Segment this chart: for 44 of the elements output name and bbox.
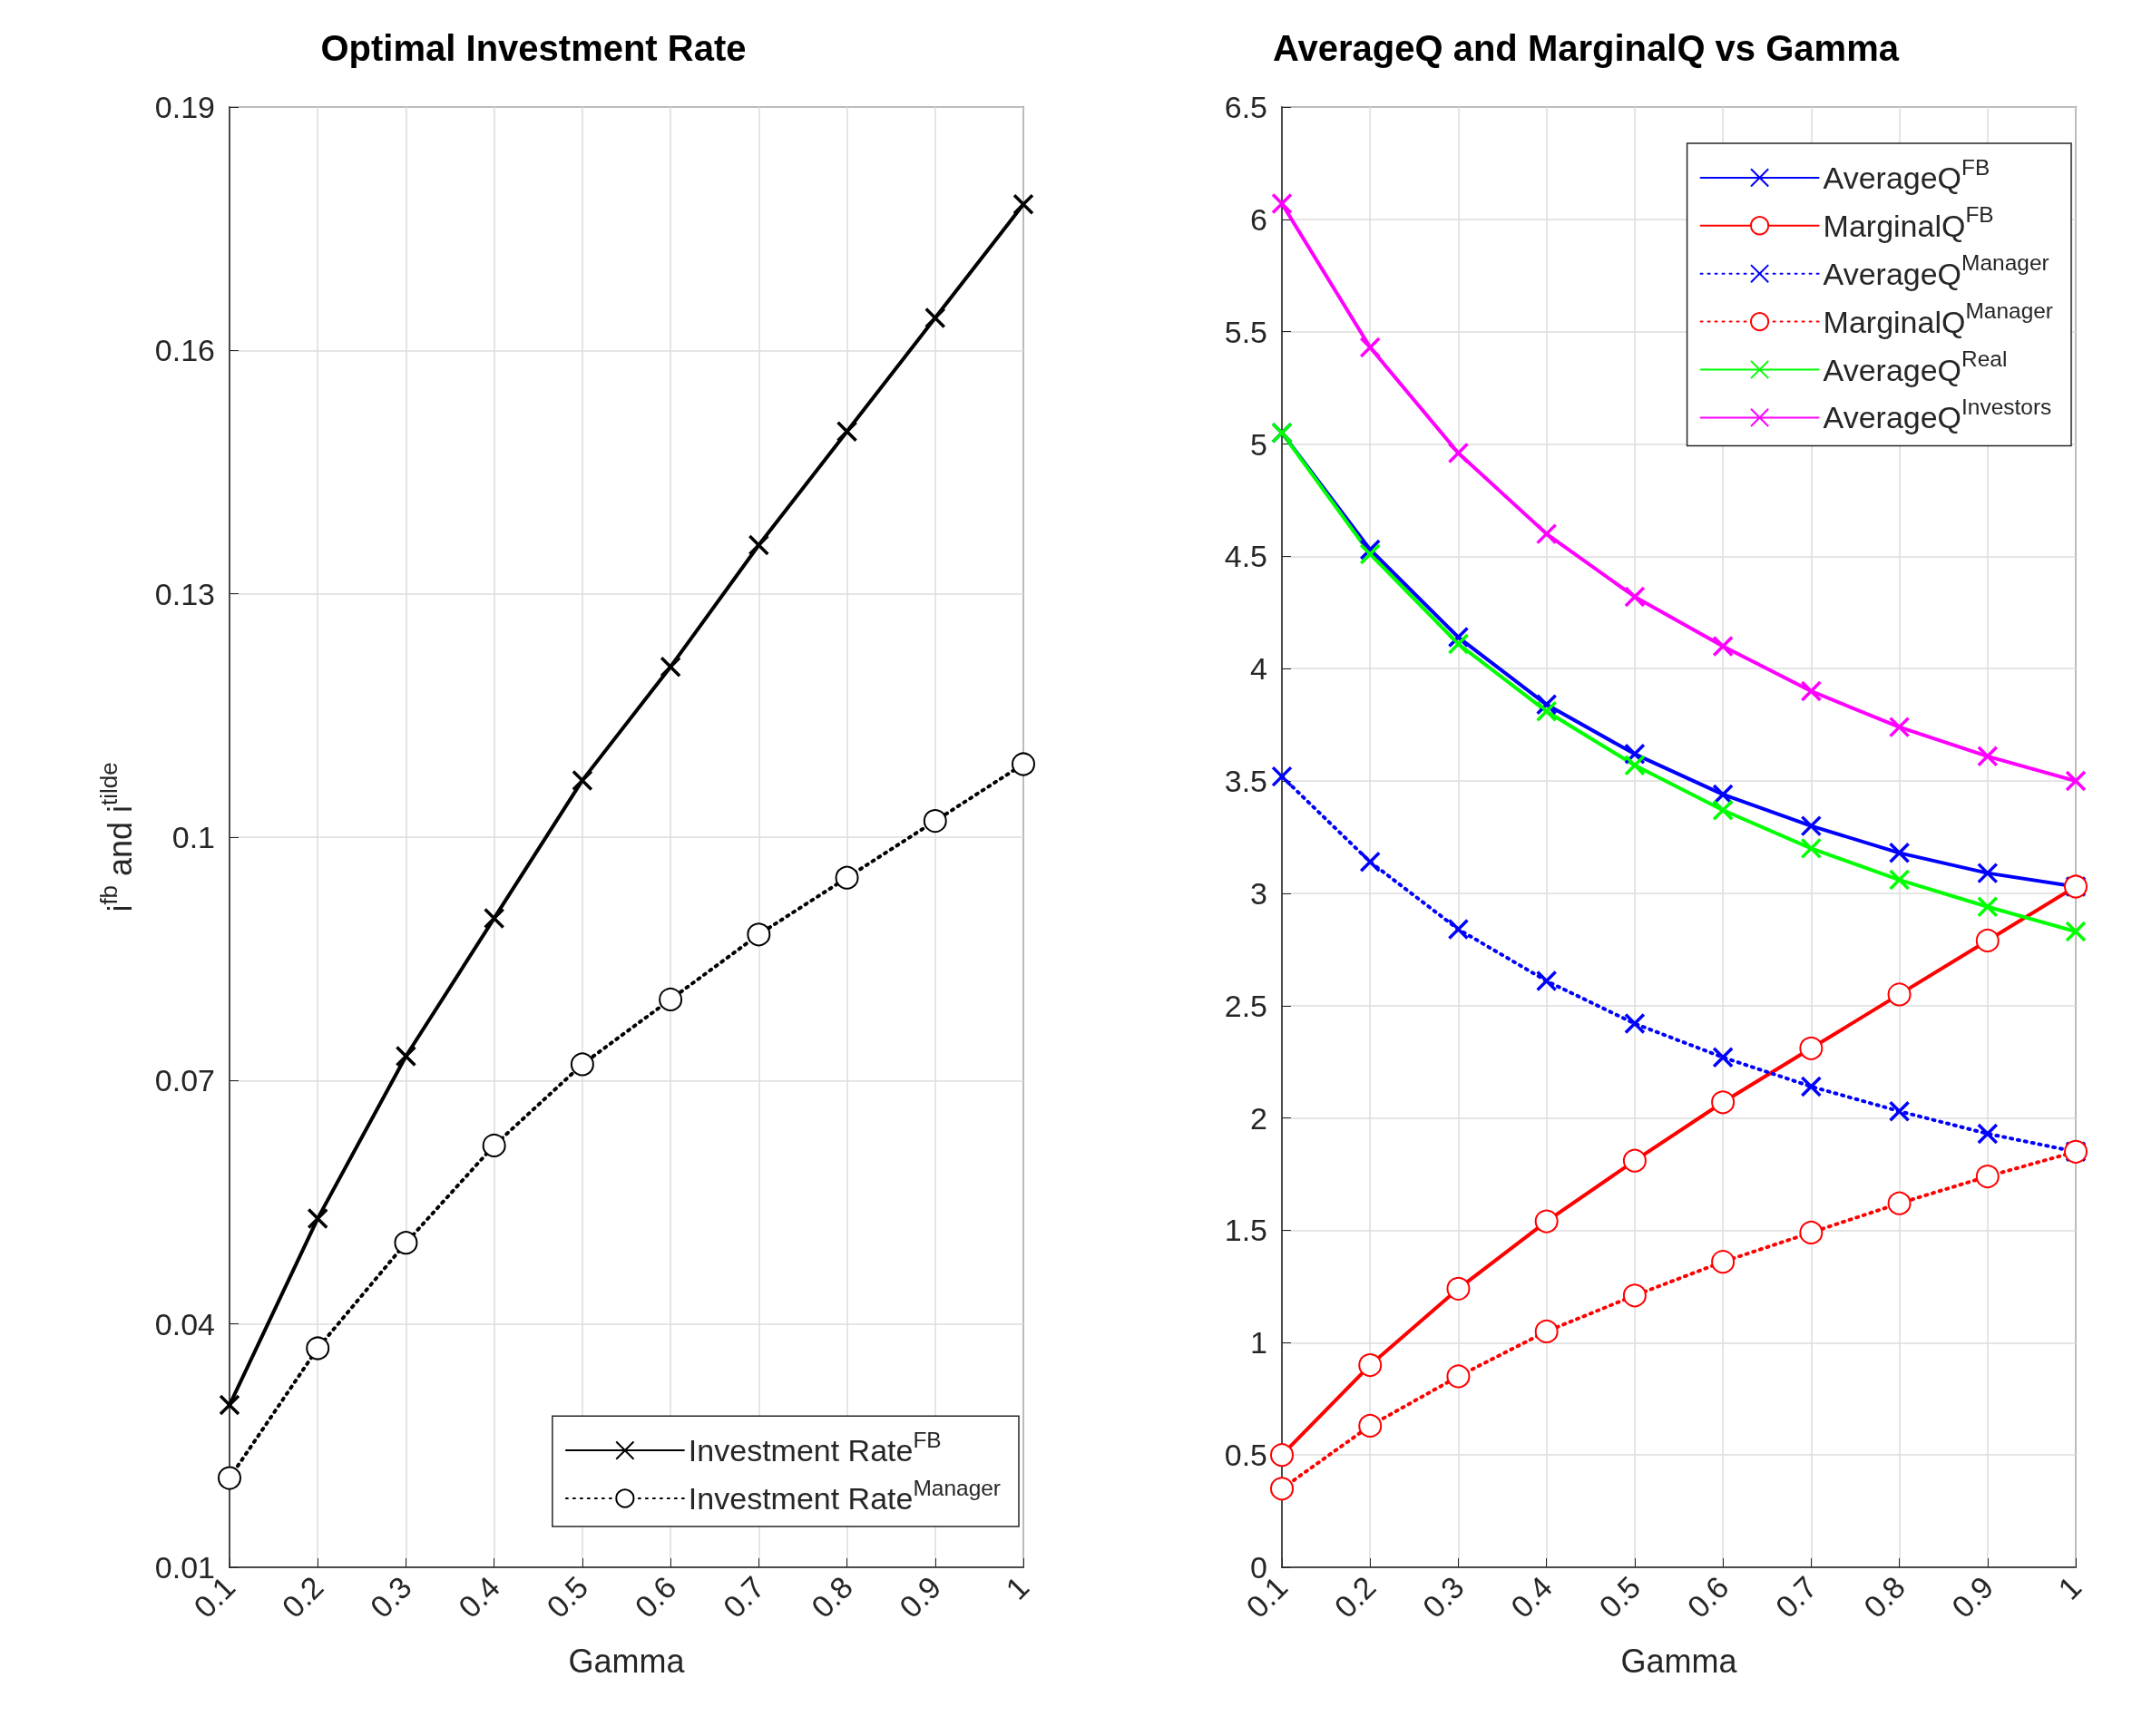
y-tick-label: 0.5 [1224,1438,1267,1473]
x-tick-label: 0.9 [892,1569,948,1624]
y-tick-label: 6 [1250,201,1267,237]
x-tick-label: 0.3 [363,1569,418,1624]
y-tick-label: 4.5 [1224,539,1267,574]
x-tick-label: 0.4 [1503,1569,1560,1624]
y-tick-label: 5 [1250,426,1267,462]
x-tick-label: 0.5 [540,1569,595,1624]
x-tick-label: 0.3 [1415,1569,1471,1624]
x-tick-label: 1 [999,1569,1036,1606]
y-tick-label: 2 [1250,1100,1267,1136]
y-tick-label: 0.13 [154,576,215,611]
x-axis-title: Gamma [568,1642,686,1680]
x-tick-label: 0.6 [628,1569,683,1624]
chart-title: AverageQ and MarginalQ vs Gamma [1273,28,1900,68]
y-tick-label: 1.5 [1224,1213,1267,1248]
x-tick-label: 0.4 [451,1569,507,1624]
x-tick-label: 0.7 [716,1569,771,1624]
x-tick-label: 0.6 [1680,1569,1736,1624]
y-tick-label: 0.16 [154,333,215,368]
x-tick-label: 0.2 [275,1569,330,1624]
x-tick-label: 0.2 [1327,1569,1383,1624]
x-tick-label: 1 [2051,1569,2088,1606]
y-tick-label: 0.01 [154,1550,215,1585]
y-tick-label: 3.5 [1224,764,1267,799]
y-tick-label: 5.5 [1224,314,1267,349]
y-tick-label: 0.19 [154,90,215,124]
x-tick-label: 0.8 [804,1569,859,1624]
y-tick-label: 0.1 [171,820,215,854]
y-tick-label: 6.5 [1224,90,1267,124]
y-tick-label: 2.5 [1224,988,1267,1023]
y-tick-label: 3 [1250,875,1267,911]
x-tick-label: 0.9 [1944,1569,2000,1624]
x-tick-label: 0.8 [1856,1569,1912,1624]
y-tick-label: 0.04 [154,1306,215,1341]
y-tick-label: 0.07 [154,1063,215,1098]
x-tick-label: 0.7 [1768,1569,1824,1624]
y-axis-title: ifb and itilde [95,762,139,912]
y-tick-label: 0 [1250,1550,1267,1585]
chart-title: Optimal Investment Rate [320,28,747,68]
x-axis-title: Gamma [1620,1642,1738,1680]
y-tick-label: 4 [1250,651,1267,687]
y-tick-label: 1 [1250,1325,1267,1361]
x-tick-label: 0.5 [1592,1569,1648,1624]
